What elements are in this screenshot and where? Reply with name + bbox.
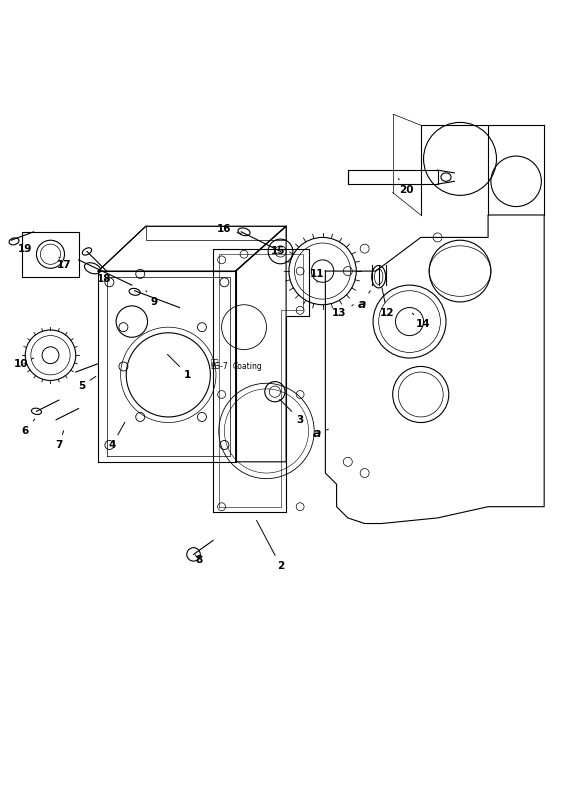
Text: LG-7: LG-7 (210, 362, 228, 372)
Text: 1: 1 (167, 354, 191, 380)
Text: 13: 13 (332, 305, 353, 318)
Text: Coating: Coating (233, 362, 263, 372)
Text: 5: 5 (78, 376, 96, 391)
Text: 18: 18 (96, 271, 111, 285)
Text: 4: 4 (108, 422, 125, 450)
Text: 12: 12 (380, 288, 394, 318)
Text: 8: 8 (195, 555, 203, 565)
Text: 20: 20 (398, 178, 414, 195)
Text: 7: 7 (55, 431, 63, 450)
Text: 16: 16 (217, 224, 241, 234)
Text: 3: 3 (279, 399, 304, 424)
Text: 19: 19 (18, 240, 33, 253)
Text: a: a (358, 290, 370, 311)
Text: 9: 9 (146, 290, 158, 307)
Text: 10: 10 (14, 358, 34, 368)
Text: 6: 6 (22, 419, 35, 436)
Text: a: a (313, 428, 328, 440)
Text: 塗布: 塗布 (210, 359, 219, 365)
Text: 14: 14 (412, 313, 431, 329)
Text: 17: 17 (57, 257, 72, 271)
Text: 2: 2 (256, 521, 284, 570)
Text: 11: 11 (310, 269, 324, 282)
Text: 15: 15 (270, 246, 285, 256)
